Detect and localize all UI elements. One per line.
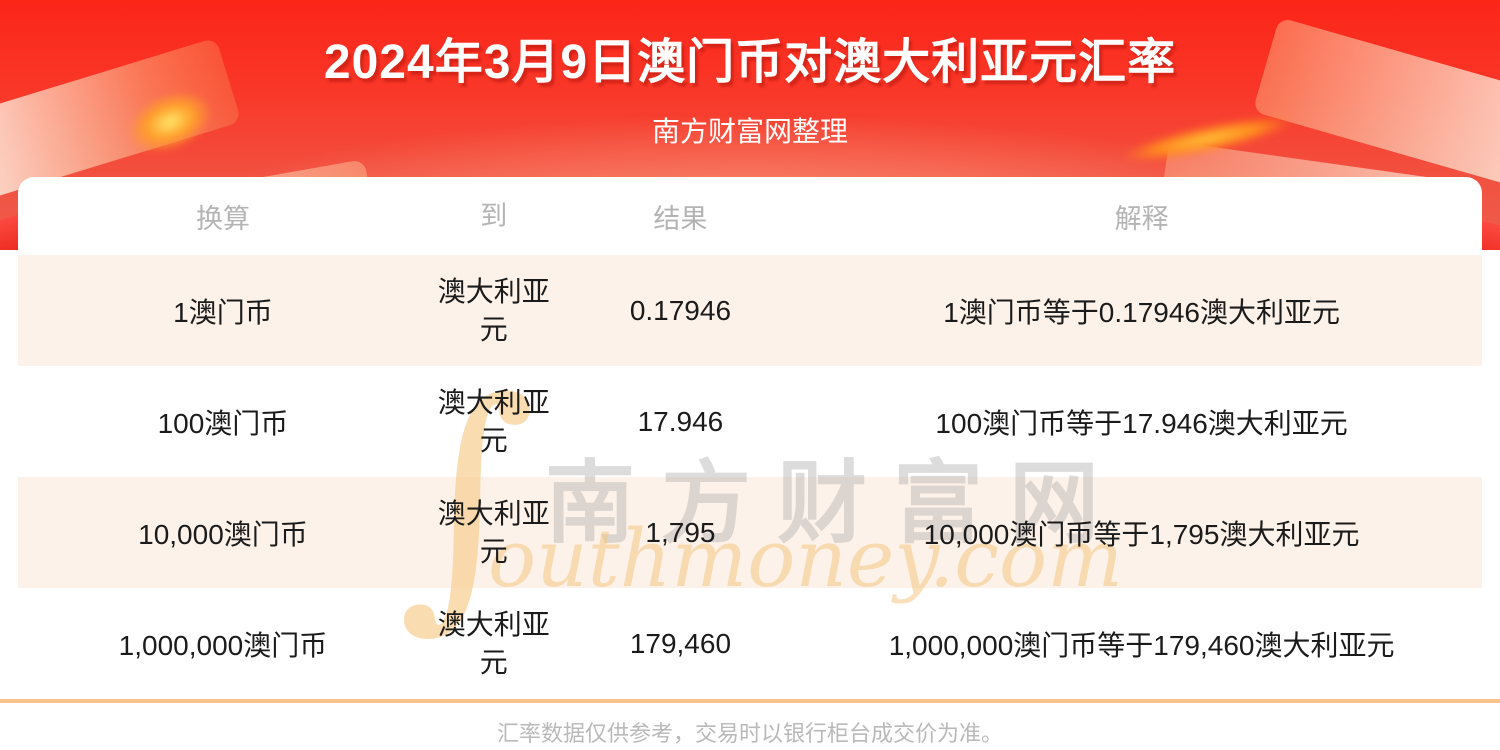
to-cell: 澳大利亚元 — [437, 608, 550, 678]
page-title: 2024年3月9日澳门币对澳大利亚元汇率 — [323, 36, 1177, 89]
table-row: 1澳门币 澳大利亚元 0.17946 1澳门币等于0.17946澳大利亚元 — [18, 255, 1482, 366]
explain-cell: 1澳门币等于0.17946澳大利亚元 — [943, 296, 1340, 328]
to-cell: 澳大利亚元 — [437, 275, 550, 345]
convert-cell: 100澳门币 — [157, 407, 289, 439]
explain-cell: 100澳门币等于17.946澳大利亚元 — [935, 407, 1348, 439]
convert-cell: 1,000,000澳门币 — [118, 629, 328, 661]
table-row: 10,000澳门币 澳大利亚元 1,795 10,000澳门币等于1,795澳大… — [18, 477, 1482, 588]
to-cell: 澳大利亚元 — [437, 497, 550, 567]
table-row: 1,000,000澳门币 澳大利亚元 179,460 1,000,000澳门币等… — [18, 588, 1482, 699]
result-cell: 1,795 — [645, 516, 716, 548]
disclaimer-text: 汇率数据仅供参考，交易时以银行柜台成交价为准。 — [496, 721, 1003, 746]
exchange-rate-table: 换算 到 结果 解释 1澳门币 澳大利亚元 0.17946 1澳门币等于0.17… — [18, 177, 1482, 699]
result-cell: 179,460 — [629, 627, 732, 659]
explain-cell: 1,000,000澳门币等于179,460澳大利亚元 — [888, 629, 1395, 661]
footer: 汇率数据仅供参考，交易时以银行柜台成交价为准。 — [0, 699, 1500, 746]
column-header-explain: 解释 — [1114, 203, 1169, 234]
explain-cell: 10,000澳门币等于1,795澳大利亚元 — [923, 518, 1360, 550]
page-subtitle: 南方财富网整理 — [651, 116, 848, 147]
convert-cell: 10,000澳门币 — [138, 518, 308, 550]
table-header-row: 换算 到 结果 解释 — [18, 177, 1482, 255]
column-header-result: 结果 — [653, 203, 708, 234]
table-row: 100澳门币 澳大利亚元 17.946 100澳门币等于17.946澳大利亚元 — [18, 366, 1482, 477]
column-header-to: 到 — [480, 200, 508, 231]
result-cell: 0.17946 — [629, 294, 732, 326]
result-cell: 17.946 — [637, 405, 724, 437]
to-cell: 澳大利亚元 — [437, 386, 550, 456]
column-header-convert: 换算 — [195, 203, 250, 234]
convert-cell: 1澳门币 — [173, 296, 273, 328]
